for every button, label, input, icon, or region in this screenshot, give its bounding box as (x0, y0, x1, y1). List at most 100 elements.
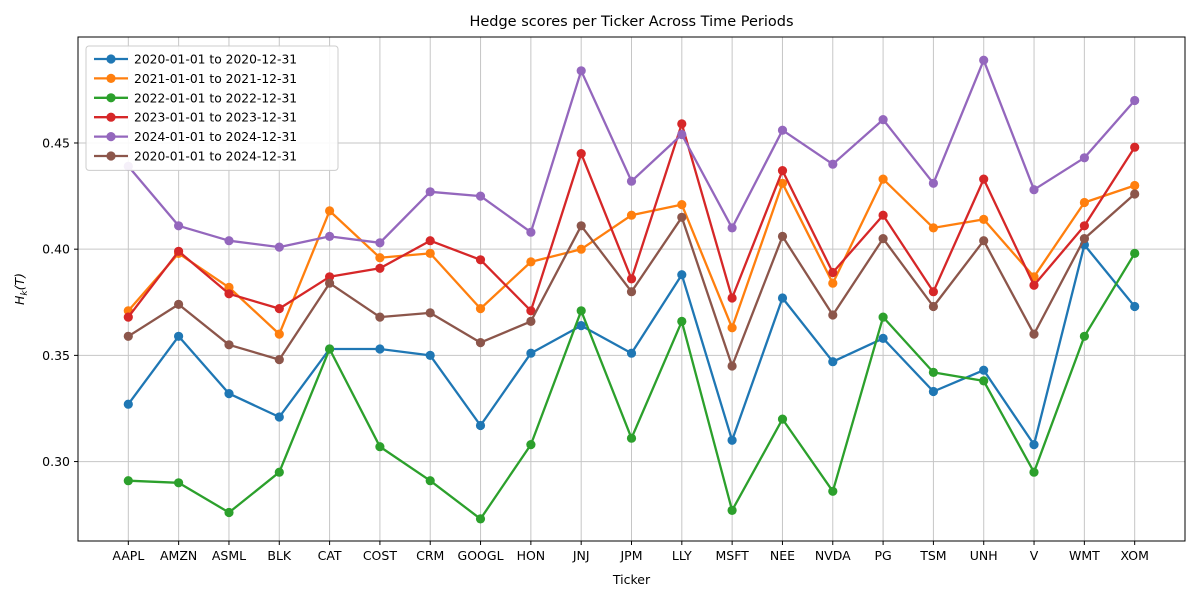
data-point (325, 278, 335, 288)
data-point (576, 244, 586, 254)
x-tick-label: JNJ (572, 548, 590, 563)
data-point (677, 129, 687, 140)
data-point (677, 316, 687, 326)
y-tick-label: 0.30 (42, 454, 70, 469)
x-tick-label: AMZN (160, 548, 197, 563)
x-tick-label: HON (517, 548, 546, 563)
data-point (1079, 331, 1089, 341)
x-tick-label: JPM (619, 548, 642, 563)
data-point (1079, 234, 1089, 244)
legend-swatch-marker (106, 112, 116, 122)
x-tick-label: BLK (267, 548, 292, 563)
data-point (224, 236, 234, 246)
data-point (375, 344, 385, 354)
data-point (1079, 153, 1089, 163)
series-6 (123, 189, 1140, 371)
data-point (475, 304, 486, 314)
data-point (979, 236, 989, 246)
data-point (375, 442, 385, 452)
data-point (677, 270, 687, 280)
data-point (224, 507, 234, 518)
data-point (979, 55, 989, 65)
data-point (1130, 301, 1140, 312)
data-point (224, 389, 234, 399)
data-point (626, 210, 637, 220)
data-point (828, 357, 838, 367)
legend-label: 2024-01-01 to 2024-12-31 (134, 130, 297, 144)
x-tick-label: LLY (672, 548, 692, 563)
series-4 (123, 119, 1140, 322)
data-point (979, 376, 989, 386)
data-point (375, 253, 385, 263)
data-point (1130, 180, 1140, 191)
data-point (727, 361, 737, 371)
series-2 (123, 174, 1140, 339)
x-tick-label: NVDA (815, 548, 851, 563)
data-point (123, 399, 133, 409)
data-point (1130, 142, 1140, 152)
data-point (727, 293, 737, 303)
data-point (727, 505, 737, 515)
data-point (878, 234, 888, 244)
data-point (274, 304, 284, 314)
x-tick-label: V (1030, 548, 1039, 563)
data-point (677, 119, 687, 129)
data-point (174, 478, 184, 488)
x-tick-label: ASML (212, 548, 246, 563)
data-point (475, 514, 486, 524)
data-point (878, 210, 888, 220)
legend-swatch-marker (106, 132, 116, 142)
legend-label: 2021-01-01 to 2021-12-31 (134, 72, 297, 86)
legend-label: 2020-01-01 to 2020-12-31 (134, 53, 297, 67)
data-point (677, 200, 687, 210)
data-point (576, 221, 586, 231)
x-tick-label: AAPL (112, 548, 144, 563)
data-point (123, 312, 133, 322)
data-point (1029, 440, 1039, 450)
data-point (475, 191, 486, 201)
x-tick-label: TSM (919, 548, 946, 563)
data-point (727, 223, 737, 233)
y-axis-label: Hk(T) (12, 273, 30, 305)
data-point (325, 231, 335, 241)
x-tick-label: COST (363, 548, 398, 563)
data-point (626, 433, 637, 443)
y-tick-label: 0.45 (42, 135, 70, 150)
series-5 (123, 55, 1140, 252)
data-point (224, 289, 234, 299)
data-point (626, 176, 637, 186)
data-point (576, 66, 586, 76)
data-point (526, 257, 536, 267)
data-point (174, 331, 184, 341)
series-3 (123, 248, 1140, 524)
axes-frame: 0.30 0.35 0.40 0.45 AAPL AMZN ASML BLK CAT COST CR… (42, 36, 1186, 563)
data-point (828, 159, 838, 169)
data-point (425, 248, 435, 258)
data-point (425, 308, 435, 318)
data-point (677, 212, 687, 222)
x-tick-label: MSFT (715, 548, 749, 563)
data-point (878, 115, 888, 125)
data-point (727, 323, 737, 333)
data-point (174, 246, 184, 256)
data-point (777, 293, 788, 303)
data-point (777, 125, 788, 135)
data-point (224, 340, 234, 350)
data-point (777, 414, 788, 424)
data-point (1130, 248, 1140, 258)
legend-label: 2020-01-01 to 2024-12-31 (134, 150, 297, 164)
data-point (325, 206, 335, 216)
legend-swatch-marker (106, 54, 116, 64)
data-point (1130, 189, 1140, 199)
x-tick-label: GOOGL (458, 548, 504, 563)
data-point (928, 223, 939, 233)
data-point (224, 282, 234, 292)
y-tick-label: 0.35 (42, 348, 70, 363)
data-point (475, 338, 486, 348)
chart-title: Hedge scores per Ticker Across Time Peri… (469, 14, 793, 30)
data-point (878, 333, 888, 343)
data-point (475, 255, 486, 265)
data-point (1029, 329, 1039, 339)
legend-label: 2023-01-01 to 2023-12-31 (134, 111, 297, 125)
